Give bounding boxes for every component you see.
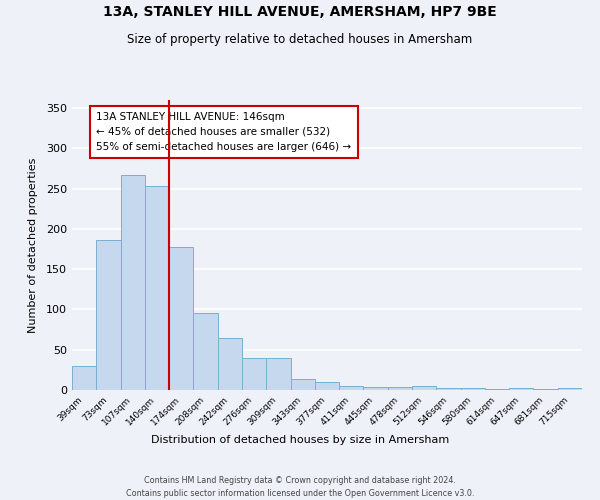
Bar bbox=[218, 338, 242, 390]
Bar bbox=[485, 389, 509, 390]
Text: Distribution of detached houses by size in Amersham: Distribution of detached houses by size … bbox=[151, 435, 449, 445]
Bar bbox=[242, 358, 266, 390]
Text: 13A, STANLEY HILL AVENUE, AMERSHAM, HP7 9BE: 13A, STANLEY HILL AVENUE, AMERSHAM, HP7 … bbox=[103, 5, 497, 19]
Text: Size of property relative to detached houses in Amersham: Size of property relative to detached ho… bbox=[127, 32, 473, 46]
Bar bbox=[315, 382, 339, 390]
Bar bbox=[509, 388, 533, 390]
Bar bbox=[72, 366, 96, 390]
Bar bbox=[388, 387, 412, 390]
Bar bbox=[558, 388, 582, 390]
Bar bbox=[169, 246, 193, 390]
Y-axis label: Number of detached properties: Number of detached properties bbox=[28, 158, 38, 332]
Bar bbox=[290, 378, 315, 390]
Bar bbox=[412, 386, 436, 390]
Bar bbox=[436, 388, 461, 390]
Bar bbox=[145, 186, 169, 390]
Bar bbox=[193, 314, 218, 390]
Text: Contains HM Land Registry data © Crown copyright and database right 2024.
Contai: Contains HM Land Registry data © Crown c… bbox=[126, 476, 474, 498]
Bar bbox=[364, 387, 388, 390]
Bar bbox=[266, 358, 290, 390]
Bar bbox=[121, 175, 145, 390]
Bar bbox=[461, 388, 485, 390]
Text: 13A STANLEY HILL AVENUE: 146sqm
← 45% of detached houses are smaller (532)
55% o: 13A STANLEY HILL AVENUE: 146sqm ← 45% of… bbox=[96, 112, 352, 152]
Bar bbox=[533, 389, 558, 390]
Bar bbox=[96, 240, 121, 390]
Bar bbox=[339, 386, 364, 390]
